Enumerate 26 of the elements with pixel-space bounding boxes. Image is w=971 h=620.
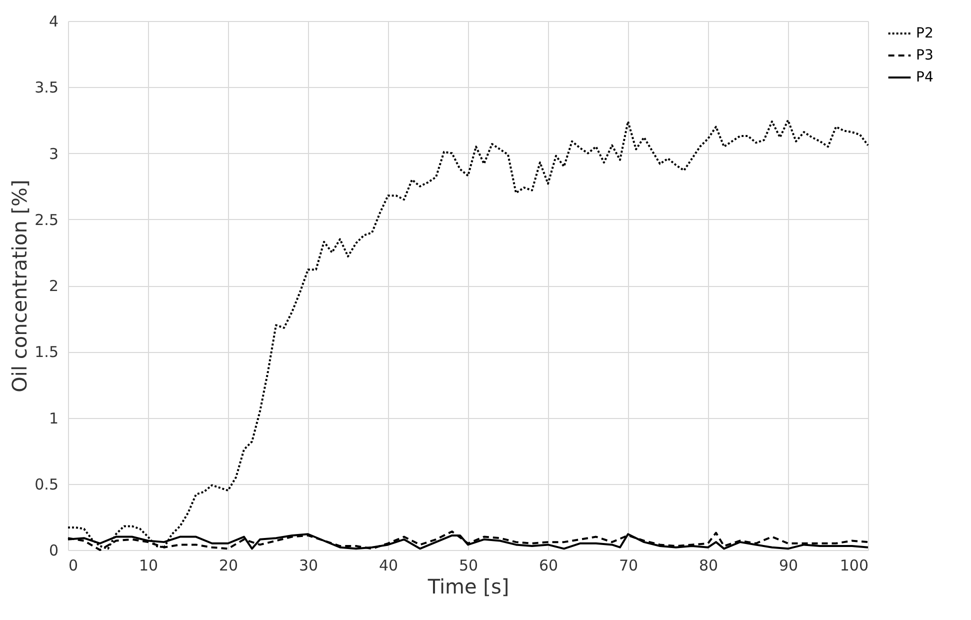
x-tick-label: 60 [538,556,558,574]
x-tick-label: 50 [458,556,478,574]
y-tick-label: 0.5 [34,475,58,494]
legend-label: P3 [916,48,934,64]
legend-label: P4 [916,70,934,86]
y-tick-label: 3 [48,144,58,163]
legend-label: P2 [916,26,934,42]
x-tick-label: 30 [298,556,318,574]
y-tick-label: 2 [48,277,58,295]
y-tick-label: 1 [48,409,58,428]
y-tick-label: 0 [48,542,58,560]
y-axis-title: Oil concentration [%] [8,180,32,392]
x-tick-label: 10 [138,556,158,574]
x-tick-label: 0 [68,556,78,574]
x-tick-label: 70 [618,556,638,574]
x-tick-label: 100 [840,556,868,574]
x-tick-label: 90 [778,556,798,574]
y-tick-label: 3.5 [34,78,58,97]
y-tick-label: 1.5 [34,343,58,362]
y-tick-label: 4 [48,12,58,30]
x-tick-label: 80 [698,556,718,574]
x-tick-label: 40 [378,556,398,574]
line-series [67,119,869,550]
x-axis-title: Time [s] [426,574,510,598]
y-tick-label: 2.5 [34,210,58,229]
x-tick-label: 20 [218,556,238,574]
